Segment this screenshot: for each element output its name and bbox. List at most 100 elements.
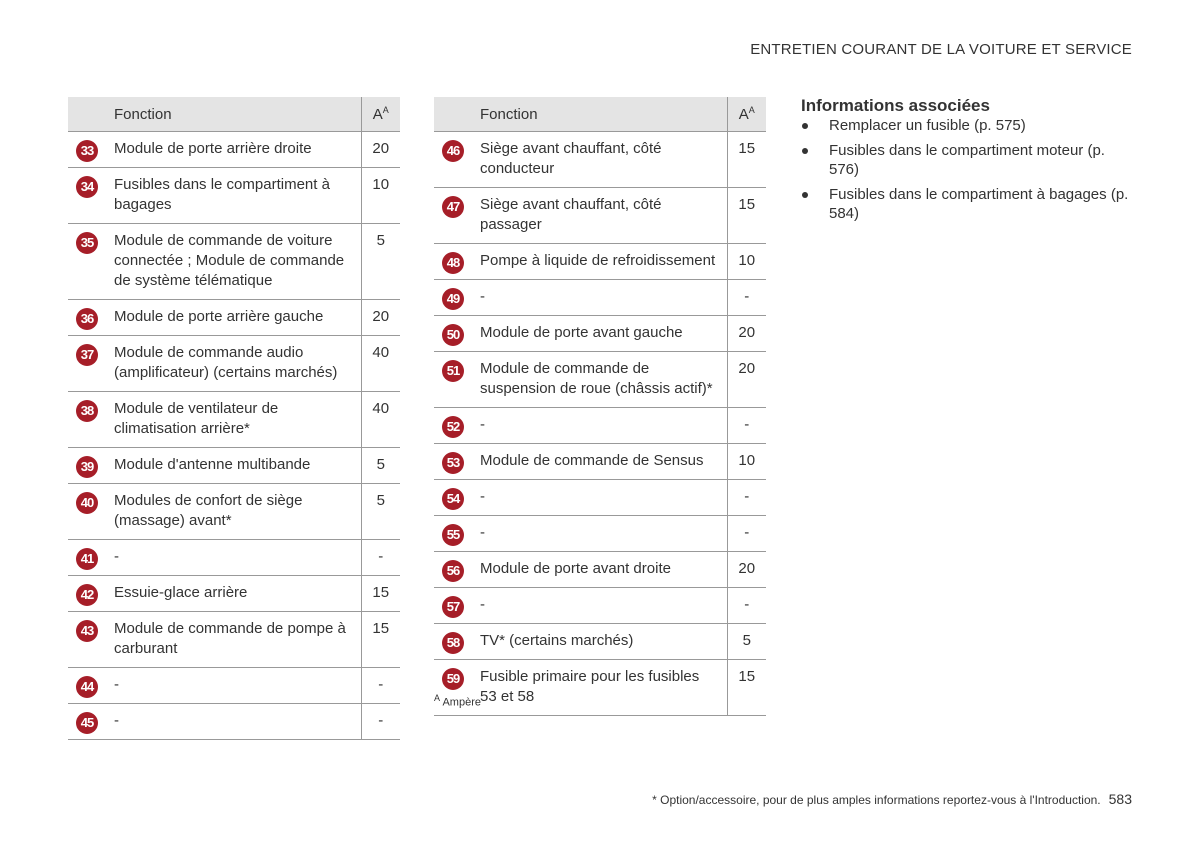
fuse-row: 56 Module de porte avant droite 20 [434, 551, 766, 588]
fuse-row: 57- - [434, 587, 766, 624]
amp-cell: 15 [360, 575, 400, 612]
footnote-text: Ampère [442, 696, 481, 709]
footnote: A Ampère [434, 693, 481, 709]
fuse-row: 49- - [434, 279, 766, 316]
fuse-number: 38 [76, 400, 98, 422]
fuse-number: 46 [442, 140, 464, 162]
number-cell: 49 [434, 279, 471, 316]
related-item: Fusibles dans le compartiment moteur (p.… [801, 141, 1131, 179]
amp-cell: - [726, 479, 766, 516]
fuse-number: 58 [442, 632, 464, 654]
function-cell: - [471, 407, 727, 444]
number-cell: 59 [434, 659, 471, 716]
fuse-number: 40 [76, 492, 98, 514]
function-cell: - [105, 667, 361, 704]
header: ENTRETIEN COURANT DE LA VOITURE ET SERVI… [750, 41, 1132, 58]
function-cell: Module de commande de voiture connectée … [105, 223, 361, 300]
amp-cell: 20 [726, 351, 766, 408]
related-item: Remplacer un fusible (p. 575) [801, 116, 1131, 135]
number-cell: 42 [68, 575, 105, 612]
related-info: Informations associées Remplacer un fusi… [801, 96, 1131, 229]
fuse-row: 39 Module d'antenne multibande 5 [68, 447, 400, 484]
number-cell: 46 [434, 131, 471, 188]
amp-cell: 15 [360, 611, 400, 668]
amp-cell: 20 [360, 131, 400, 168]
amp-cell: - [360, 667, 400, 704]
number-cell: 51 [434, 351, 471, 408]
fuse-number: 45 [76, 712, 98, 734]
footer: * Option/accessoire, pour de plus amples… [652, 791, 1132, 807]
fuse-table: Fonction AA 46 Siège avant chauffant, côté … [434, 97, 766, 716]
amp-cell: 20 [726, 551, 766, 588]
related-item: Fusibles dans le compartiment à bagages … [801, 185, 1131, 223]
fuse-row: 50 Module de porte avant gauche 20 [434, 315, 766, 352]
header-row: Fonction AA [434, 97, 766, 132]
amp-cell: 10 [726, 443, 766, 480]
fuse-row: 33 Module de porte arrière droite 20 [68, 131, 400, 168]
number-cell: 34 [68, 167, 105, 224]
header-cell [68, 97, 105, 132]
function-cell: Fusibles dans le compartiment à bagages [105, 167, 361, 224]
number-cell: 36 [68, 299, 105, 336]
column-header: AA [360, 97, 400, 132]
fuse-row: 34 Fusibles dans le compartiment à bagage… [68, 167, 400, 224]
header-cell [434, 97, 471, 132]
footer-note: * Option/accessoire, pour de plus amples… [652, 793, 1101, 807]
amp-cell: 20 [360, 299, 400, 336]
number-cell: 55 [434, 515, 471, 552]
column-header: AA [726, 97, 766, 132]
function-cell: Module de porte arrière droite [105, 131, 361, 168]
fuse-number: 41 [76, 548, 98, 570]
function-cell: - [471, 515, 727, 552]
fuse-row: 45- - [68, 703, 400, 740]
fuse-number: 50 [442, 324, 464, 346]
fuse-number: 48 [442, 252, 464, 274]
number-cell: 35 [68, 223, 105, 300]
fuse-row: 55- - [434, 515, 766, 552]
function-cell: - [471, 479, 727, 516]
function-cell: TV* (certains marchés) [471, 623, 727, 660]
amp-cell: - [360, 703, 400, 740]
function-cell: - [105, 703, 361, 740]
footnote-marker: A [434, 693, 441, 703]
fuse-row: 53 Module de commande de Sensus 10 [434, 443, 766, 480]
amp-cell: 40 [360, 391, 400, 448]
number-cell: 39 [68, 447, 105, 484]
function-cell: Pompe à liquide de refroidissement [471, 243, 727, 280]
number-cell: 50 [434, 315, 471, 352]
amp-cell: 10 [726, 243, 766, 280]
number-cell: 52 [434, 407, 471, 444]
number-cell: 44 [68, 667, 105, 704]
amp-cell: 20 [726, 315, 766, 352]
fuse-row: 47 Siège avant chauffant, côté passager 15 [434, 187, 766, 244]
fuse-number: 53 [442, 452, 464, 474]
superscript: A [748, 105, 755, 115]
superscript: A [382, 105, 389, 115]
function-cell: Module de commande de pompe à carburant [105, 611, 361, 668]
fuse-number: 36 [76, 308, 98, 330]
fuse-number: 54 [442, 488, 464, 510]
function-cell: Module d'antenne multibande [105, 447, 361, 484]
number-cell: 38 [68, 391, 105, 448]
number-cell: 54 [434, 479, 471, 516]
fuse-row: 59 Fusible primaire pour les fusibles 53 … [434, 659, 766, 716]
fuse-number: 34 [76, 176, 98, 198]
fuse-row: 43 Module de commande de pompe à carburan… [68, 611, 400, 668]
fuse-number: 52 [442, 416, 464, 438]
fuse-row: 40 Modules de confort de siège (massage) … [68, 483, 400, 540]
fuse-row: 48 Pompe à liquide de refroidissement 10 [434, 243, 766, 280]
function-cell: Module de ventilateur de climatisation a… [105, 391, 361, 448]
fuse-row: 58 TV* (certains marchés) 5 [434, 623, 766, 660]
fuse-number: 39 [76, 456, 98, 478]
fuse-number: 57 [442, 596, 464, 618]
function-cell: Siège avant chauffant, côté conducteur [471, 131, 727, 188]
fuse-row: 51 Module de commande de suspension de ro… [434, 351, 766, 408]
function-cell: Module de porte avant gauche [471, 315, 727, 352]
fuse-row: 44- - [68, 667, 400, 704]
fuse-number: 33 [76, 140, 98, 162]
fuse-number: 42 [76, 584, 98, 606]
number-cell: 43 [68, 611, 105, 668]
function-cell: Module de porte arrière gauche [105, 299, 361, 336]
number-cell: 47 [434, 187, 471, 244]
